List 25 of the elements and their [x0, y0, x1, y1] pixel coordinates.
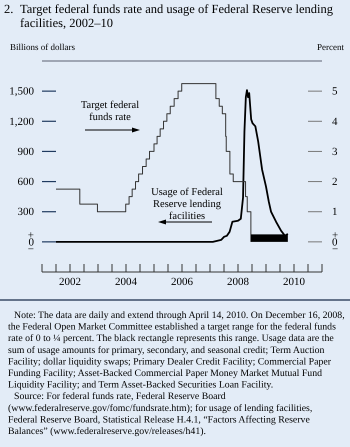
- y-tick-label: 1,200: [9, 116, 34, 128]
- x-tick-label: 2006: [171, 276, 194, 288]
- y-tick-label: 600: [18, 176, 34, 188]
- y-axis-title: Billions of dollars: [10, 42, 76, 52]
- x-tick-label: 2002: [59, 276, 81, 288]
- y2-tick-label: 5: [332, 86, 338, 98]
- line-series: [55, 89, 289, 243]
- x-tick-label: 2010: [283, 276, 306, 288]
- x-tick-label: 2004: [115, 276, 138, 288]
- y2-tick-label: +0−: [332, 229, 338, 256]
- x-tick-label: 2008: [227, 276, 250, 288]
- y-tick-label: 900: [18, 146, 34, 158]
- y2-tick-label: 1: [332, 206, 338, 218]
- chart-title: 2. Target federal funds rate and usage of Federal Reserve lending facilities, 2002–10: [4, 2, 334, 30]
- annotation: Target federal funds rate: [80, 100, 140, 123]
- y-tick-label: 1,500: [9, 86, 34, 98]
- text: Note: The data are daily and extend through April 14, 2010. On December 16, 2008, the Federal Open Market Committee established a target range for the federal funds rate of 0 to ¼ percent. The black rectangle represents this range. Usage data are the sum of usage amounts for primary, secondary, and seasonal credit; Term Auction Facility; dollar liquidity swaps; Primary Dealer Credit Facility; Commercial Paper Funding Facility; Asset-Backed Commercial Paper Money Market Mutual Fund Liquidity Facility; and Term Asset-Backed Securities Loan Facility.: [8, 310, 345, 391]
- y2-tick-label: 3: [332, 146, 338, 158]
- source-note: Source: For federal funds rate, Federal Reserve Board (www.federalreserve.gov/fomc/fundsrate.htm); for usage of lending facilities, Federal Reserve Board, Statistical Release H.4.1, “Factors Affecting Reserve Balances” (www.federalreserve.gov/releases/h41).: [8, 391, 312, 437]
- y2-tick-label: 4: [332, 116, 338, 128]
- y2-axis-title: Percent: [317, 42, 344, 52]
- annotation: Usage of Federal Reserve lending facilities: [151, 187, 223, 222]
- y-tick-label: 300: [18, 206, 34, 218]
- y-tick-label: +0−: [28, 229, 34, 256]
- y2-tick-label: 2: [332, 176, 338, 188]
